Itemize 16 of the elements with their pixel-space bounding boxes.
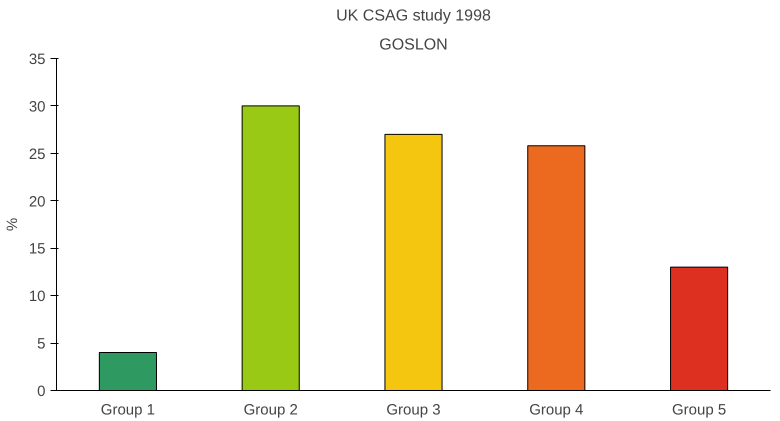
x-tick-label: Group 3 <box>386 402 441 418</box>
x-tick-label: Group 5 <box>672 402 726 418</box>
y-tick-label: 0 <box>37 383 46 400</box>
y-tick-label: 25 <box>28 146 46 163</box>
y-tick-label: 15 <box>28 240 46 258</box>
x-tick-label: Group 1 <box>100 402 156 418</box>
y-tick-label: 30 <box>28 98 46 116</box>
y-tick-label: 10 <box>28 288 46 306</box>
y-tick-label: 20 <box>28 193 46 210</box>
x-tick-label: Group 4 <box>529 402 584 418</box>
x-tick-label: Group 2 <box>244 402 298 418</box>
y-tick-label: 5 <box>37 336 46 353</box>
chart-subtitle: GOSLON <box>379 36 448 54</box>
y-axis-title: % <box>4 218 21 232</box>
y-tick-label: 35 <box>28 51 46 68</box>
chart-title: UK CSAG study 1998 <box>336 8 491 24</box>
